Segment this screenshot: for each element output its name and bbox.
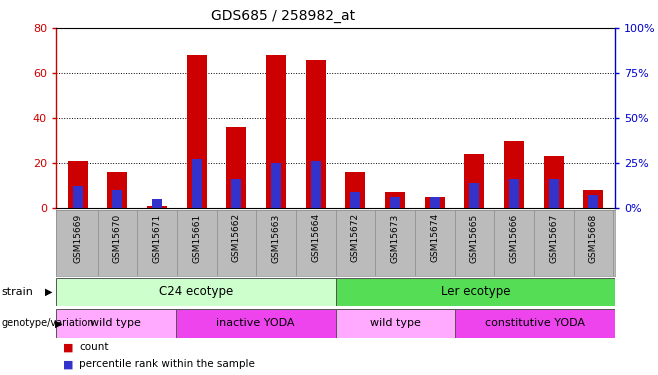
Bar xyxy=(311,161,320,208)
Text: count: count xyxy=(79,342,109,352)
Text: strain: strain xyxy=(1,286,33,297)
Bar xyxy=(549,179,559,208)
Bar xyxy=(469,183,480,208)
Bar xyxy=(226,127,246,208)
Text: GSM15673: GSM15673 xyxy=(391,213,399,262)
Bar xyxy=(306,60,326,208)
Text: Ler ecotype: Ler ecotype xyxy=(441,285,510,298)
Text: percentile rank within the sample: percentile rank within the sample xyxy=(79,359,255,369)
Text: GSM15664: GSM15664 xyxy=(311,213,320,262)
Bar xyxy=(425,197,445,208)
Bar xyxy=(336,309,455,338)
Bar xyxy=(345,172,365,208)
Text: ▶: ▶ xyxy=(55,318,62,328)
Bar xyxy=(113,190,122,208)
Bar xyxy=(56,309,176,338)
Bar xyxy=(385,192,405,208)
Text: GSM15661: GSM15661 xyxy=(192,213,201,262)
Text: GDS685 / 258982_at: GDS685 / 258982_at xyxy=(211,9,355,23)
Bar xyxy=(73,186,83,208)
Bar xyxy=(107,172,128,208)
Bar xyxy=(271,163,281,208)
Text: ■: ■ xyxy=(63,342,73,352)
Text: C24 ecotype: C24 ecotype xyxy=(159,285,233,298)
Text: wild type: wild type xyxy=(370,318,421,328)
Text: GSM15672: GSM15672 xyxy=(351,213,360,262)
Bar xyxy=(187,55,207,208)
Text: ▶: ▶ xyxy=(45,286,52,297)
Text: GSM15665: GSM15665 xyxy=(470,213,479,262)
Bar xyxy=(191,159,202,208)
Bar xyxy=(266,55,286,208)
Text: GSM15670: GSM15670 xyxy=(113,213,122,262)
Bar xyxy=(504,141,524,208)
Bar xyxy=(351,192,361,208)
Bar xyxy=(176,309,336,338)
Bar xyxy=(56,278,336,306)
Text: GSM15667: GSM15667 xyxy=(549,213,558,262)
Text: GSM15663: GSM15663 xyxy=(272,213,280,262)
Text: inactive YODA: inactive YODA xyxy=(216,318,295,328)
Bar xyxy=(455,309,615,338)
Bar xyxy=(336,278,615,306)
Bar xyxy=(544,156,564,208)
Bar xyxy=(509,179,519,208)
Text: GSM15671: GSM15671 xyxy=(153,213,162,262)
Bar xyxy=(584,190,603,208)
Text: genotype/variation: genotype/variation xyxy=(1,318,94,328)
Bar xyxy=(588,195,598,208)
Bar xyxy=(152,199,162,208)
Bar xyxy=(430,197,440,208)
Bar xyxy=(147,206,167,208)
Bar xyxy=(232,179,241,208)
Text: GSM15674: GSM15674 xyxy=(430,213,440,262)
Bar xyxy=(465,154,484,208)
Bar xyxy=(390,197,400,208)
Text: ■: ■ xyxy=(63,359,73,369)
Text: GSM15668: GSM15668 xyxy=(589,213,598,262)
Text: GSM15666: GSM15666 xyxy=(509,213,519,262)
Text: GSM15669: GSM15669 xyxy=(73,213,82,262)
Text: GSM15662: GSM15662 xyxy=(232,213,241,262)
Text: constitutive YODA: constitutive YODA xyxy=(486,318,586,328)
Bar xyxy=(68,161,88,208)
Text: wild type: wild type xyxy=(90,318,141,328)
